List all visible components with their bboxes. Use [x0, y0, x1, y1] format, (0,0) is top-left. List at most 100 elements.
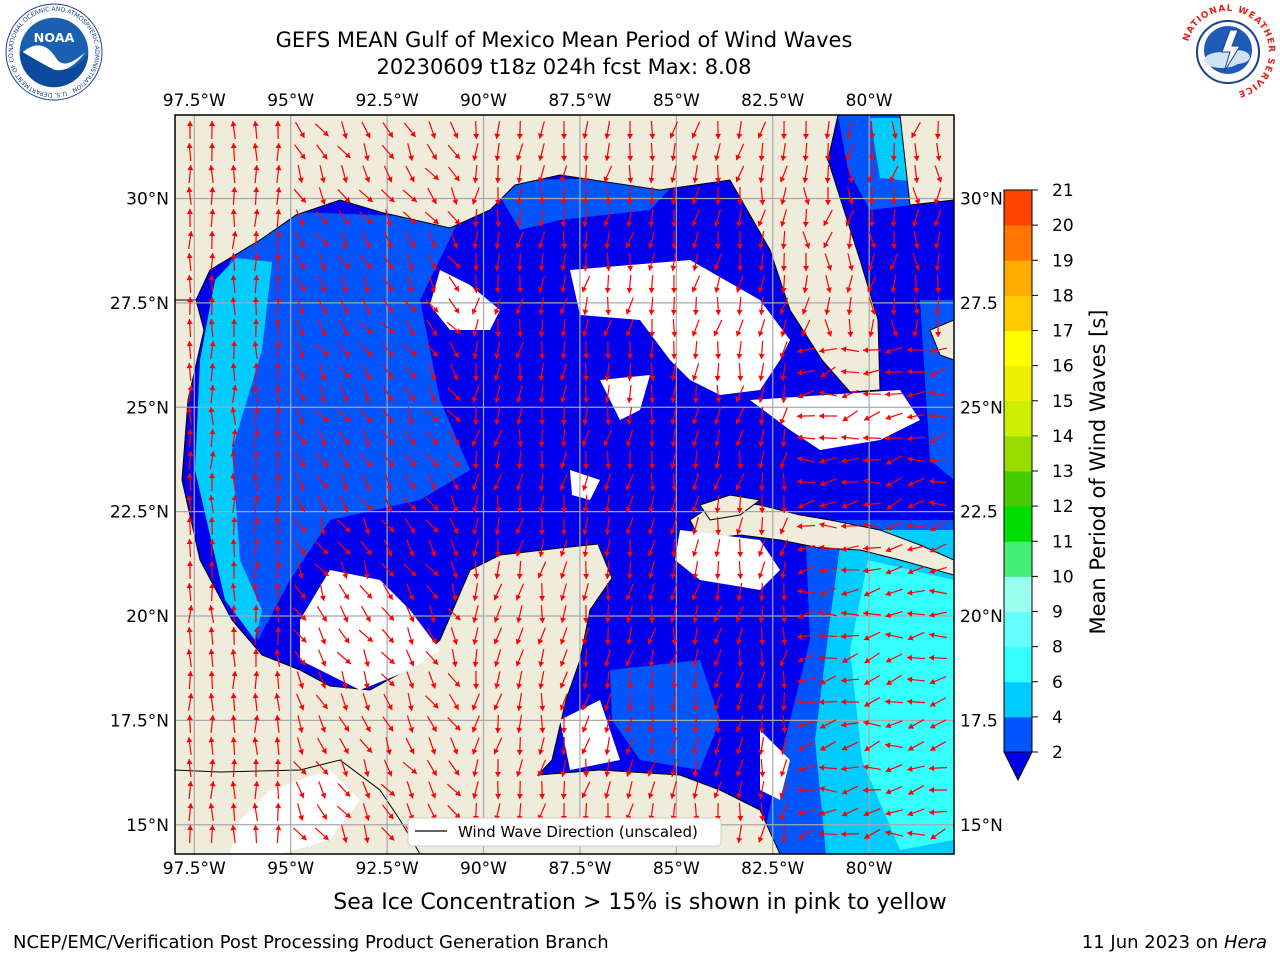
direction-arrowhead [274, 451, 281, 457]
direction-arrowhead [341, 683, 348, 689]
direction-arrowhead [364, 397, 370, 403]
direction-arrowhead [517, 287, 524, 293]
longitude-tick-label: 97.5°W [163, 859, 226, 879]
direction-arrowhead [539, 793, 546, 799]
direction-arrowhead [452, 198, 459, 205]
direction-arrowhead [494, 419, 501, 425]
direction-arrowhead [252, 473, 259, 479]
direction-arrowhead [913, 287, 920, 293]
direction-arrowhead [344, 526, 351, 533]
colorbar-segment [1004, 330, 1032, 367]
direction-arrowhead [692, 793, 699, 799]
direction-arrowhead [737, 463, 744, 469]
direction-arrowhead [560, 771, 567, 777]
direction-arrowhead [604, 243, 611, 249]
direction-arrowhead [209, 429, 216, 435]
direction-arrowhead [798, 745, 805, 751]
direction-arrowhead [803, 265, 810, 271]
direction-arrowhead [430, 484, 437, 491]
direction-arrowhead [582, 551, 589, 557]
direction-arrowhead [494, 177, 501, 183]
direction-arrowhead [538, 507, 544, 513]
direction-arrowhead [252, 341, 259, 347]
direction-arrowhead [797, 633, 803, 640]
direction-arrowhead [342, 484, 349, 491]
direction-arrowhead [274, 715, 281, 721]
direction-arrowhead [841, 457, 847, 464]
direction-arrowhead [208, 605, 215, 611]
direction-arrowhead [186, 737, 193, 743]
direction-arrowhead [713, 264, 720, 271]
direction-arrowhead [252, 693, 259, 699]
direction-arrowhead [386, 221, 392, 227]
direction-arrowhead [186, 715, 193, 721]
direction-arrowhead [209, 715, 216, 721]
direction-arrowhead [320, 330, 327, 337]
direction-arrowhead [298, 749, 304, 755]
direction-arrowhead [321, 615, 327, 622]
direction-arrowhead [322, 130, 329, 137]
direction-arrowhead [209, 451, 216, 457]
direction-arrowhead [342, 837, 348, 843]
colorbar-segment [1004, 400, 1032, 437]
direction-arrowhead [886, 503, 893, 510]
direction-arrowhead [472, 177, 479, 183]
direction-arrowhead [408, 639, 414, 645]
direction-arrowhead [495, 199, 502, 205]
direction-arrowhead [647, 638, 654, 645]
direction-arrowhead [274, 693, 281, 699]
direction-arrowhead [692, 265, 699, 271]
direction-arrowhead [802, 155, 809, 161]
direction-arrowhead [583, 573, 590, 579]
direction-arrowhead [538, 749, 544, 755]
direction-arrowhead [604, 771, 611, 777]
direction-arrowhead [886, 481, 893, 487]
colorbar-tick-label: 21 [1052, 181, 1074, 201]
wave-period-band [610, 660, 720, 770]
direction-arrowhead [517, 441, 524, 447]
direction-arrowhead [581, 638, 588, 645]
direction-arrowhead [516, 749, 523, 755]
direction-arrowhead [388, 834, 395, 841]
direction-arrowhead [715, 309, 722, 315]
direction-arrowhead [604, 639, 611, 645]
direction-arrowhead [735, 396, 742, 403]
direction-arrowhead [322, 548, 329, 555]
direction-arrowhead [604, 507, 611, 513]
direction-arrowhead [691, 132, 698, 139]
direction-arrowhead [929, 500, 935, 507]
direction-arrowhead [582, 331, 588, 337]
direction-arrowhead [322, 460, 329, 467]
direction-arrowhead [472, 529, 478, 535]
direction-arrowhead [868, 155, 875, 161]
direction-arrowhead [408, 594, 415, 601]
direction-arrowhead [907, 676, 913, 683]
direction-arrowhead [516, 265, 523, 271]
direction-arrowhead [187, 825, 194, 831]
direction-arrowhead [471, 440, 478, 447]
direction-arrowhead [515, 308, 522, 315]
direction-arrowhead [388, 526, 395, 533]
direction-arrowhead [230, 605, 237, 611]
direction-arrowhead [538, 661, 545, 667]
longitude-tick-label: 87.5°W [548, 859, 611, 879]
longitude-tick-label: 95°W [267, 859, 314, 879]
direction-arrowhead [253, 231, 260, 237]
direction-arrowhead [779, 462, 786, 469]
direction-arrowhead [275, 759, 282, 765]
direction-arrowhead [692, 309, 699, 315]
direction-arrowhead [758, 793, 765, 799]
direction-arrowhead [735, 484, 742, 491]
direction-arrowhead [823, 220, 829, 226]
colorbar: 2 4 6 8 9 10 11 12 13 14 15 16 17 18 19 20 21 [1003, 181, 1074, 782]
direction-arrowhead [605, 199, 612, 205]
direction-arrowhead [864, 833, 871, 839]
colorbar-segment [1004, 611, 1032, 648]
direction-arrowhead [230, 121, 237, 127]
direction-arrowhead [187, 231, 194, 237]
direction-arrowhead [344, 790, 351, 797]
direction-arrowhead [907, 830, 913, 837]
direction-arrowhead [299, 131, 305, 138]
direction-arrowhead [230, 209, 237, 215]
direction-arrowhead [604, 529, 611, 535]
